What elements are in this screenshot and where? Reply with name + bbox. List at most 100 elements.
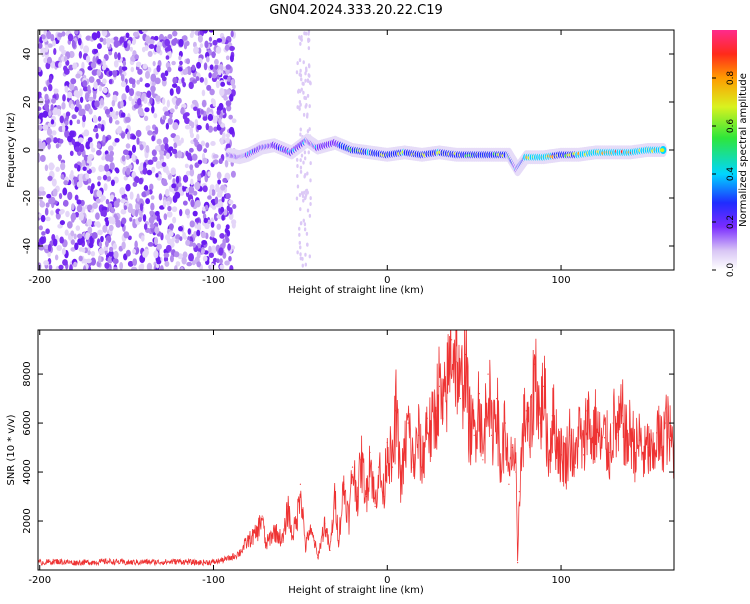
heatmap-noise-cell xyxy=(102,209,107,218)
heatmap-noise-cell xyxy=(96,190,103,198)
heatmap-noise-cell xyxy=(204,40,209,49)
snr-point xyxy=(287,505,289,507)
heatmap-noise-cell xyxy=(176,139,182,147)
heatmap-noise-cell xyxy=(88,242,94,249)
heatmap-noise-cell xyxy=(195,76,200,82)
heatmap-noise-cell xyxy=(191,64,196,71)
heatmap-noise-cell xyxy=(102,58,106,66)
heatmap-noise-cell xyxy=(125,32,130,39)
snr-point xyxy=(464,353,467,356)
heatmap-noise-cell xyxy=(194,199,201,208)
heatmap-noise-cell xyxy=(142,250,148,258)
heatmap-noise-cell xyxy=(60,162,66,171)
heatmap-noise-cell xyxy=(299,169,303,174)
heatmap-noise-cell xyxy=(117,52,121,61)
heatmap-noise-cell xyxy=(194,218,200,223)
heatmap-noise-cell xyxy=(54,254,59,261)
heatmap-noise-cell xyxy=(174,238,180,244)
heatmap-noise-cell xyxy=(298,192,302,197)
heatmap-noise-cell xyxy=(78,110,85,117)
heatmap-noise-cell xyxy=(119,262,124,270)
heatmap-noise-cell xyxy=(152,156,158,162)
snr-point xyxy=(404,451,406,454)
heatmap-noise-cell xyxy=(211,51,216,59)
heatmap-noise-cell xyxy=(175,261,181,267)
heatmap-noise-cell xyxy=(175,175,180,184)
snr-point xyxy=(529,446,531,449)
heatmap-noise-cell xyxy=(129,46,133,52)
heatmap-noise-cell xyxy=(138,165,144,172)
heatmap-noise-cell xyxy=(171,97,177,104)
heatmap-noise-cell xyxy=(159,149,165,156)
heatmap-noise-cell xyxy=(96,58,102,65)
heatmap-noise-cell xyxy=(219,258,223,265)
heatmap-noise-cell xyxy=(302,160,305,165)
heatmap-noise-cell xyxy=(296,174,299,179)
snr-point xyxy=(407,422,409,424)
heatmap-noise-cell xyxy=(121,66,128,71)
heatmap-noise-cell xyxy=(132,218,137,226)
heatmap-noise-cell xyxy=(228,114,233,120)
heatmap-noise-cell xyxy=(309,161,312,166)
heatmap-noise-cell xyxy=(58,154,62,162)
heatmap-noise-cell xyxy=(45,202,50,208)
snr-point xyxy=(442,417,444,419)
heatmap-noise-cell xyxy=(91,99,96,109)
snr-point xyxy=(569,434,571,436)
heatmap-noise-cell xyxy=(172,216,177,224)
heatmap-noise-cell xyxy=(131,78,136,85)
heatmap-noise-cell xyxy=(96,149,102,156)
heatmap-noise-cell xyxy=(58,62,62,69)
heatmap-noise-cell xyxy=(196,261,202,268)
heatmap-noise-cell xyxy=(51,178,57,187)
heatmap-noise-cell xyxy=(57,224,63,229)
heatmap-noise-cell xyxy=(178,55,182,61)
heatmap-noise-cell xyxy=(129,191,134,200)
heatmap-noise-cell xyxy=(134,54,139,60)
snr-point xyxy=(256,532,258,534)
heatmap-noise-cell xyxy=(230,170,236,178)
heatmap-noise-cell xyxy=(75,73,81,79)
heatmap-noise-cell xyxy=(175,85,181,95)
snr-point xyxy=(515,471,517,473)
heatmap-noise-cell xyxy=(118,65,123,74)
heatmap-noise-cell xyxy=(125,143,131,149)
heatmap-noise-cell xyxy=(184,67,189,75)
heatmap-noise-cell xyxy=(90,250,96,257)
heatmap-noise-cell xyxy=(202,30,208,34)
snr-point xyxy=(386,442,388,444)
heatmap-noise-cell xyxy=(115,168,120,174)
colorbar-label: Normalized spectral amplitude xyxy=(738,73,749,227)
heatmap-noise-cell xyxy=(212,159,219,165)
heatmap-noise-cell xyxy=(302,218,305,223)
heatmap-noise-cell xyxy=(111,216,116,225)
snr-point xyxy=(560,454,562,456)
heatmap-noise-cell xyxy=(151,105,155,114)
heatmap-noise-cell xyxy=(161,76,167,82)
heatmap-noise-cell xyxy=(97,175,102,181)
heatmap-noise-cell xyxy=(97,115,102,122)
heatmap-noise-cell xyxy=(199,77,204,83)
x-tick-label: 0 xyxy=(384,275,390,286)
heatmap-noise-cell xyxy=(41,141,46,150)
heatmap-noise-cell xyxy=(47,43,53,48)
snr-point xyxy=(178,560,180,563)
heatmap-noise-cell xyxy=(212,257,218,263)
heatmap-noise-cell xyxy=(59,236,64,244)
heatmap-noise-cell xyxy=(299,132,302,137)
snr-point xyxy=(577,427,580,429)
heatmap-noise-cell xyxy=(97,255,102,263)
snr-point xyxy=(348,520,350,522)
snr-point xyxy=(617,434,619,436)
snr-point xyxy=(450,339,453,341)
heatmap-noise-cell xyxy=(207,219,212,225)
x-tick-label: -100 xyxy=(202,575,225,586)
heatmap-noise-cell xyxy=(123,40,128,49)
heatmap-noise-cell xyxy=(99,37,104,43)
heatmap-noise-cell xyxy=(189,220,195,228)
heatmap-noise-cell xyxy=(190,199,195,208)
heatmap-noise-cell xyxy=(222,107,227,114)
heatmap-noise-cell xyxy=(101,30,108,37)
heatmap-noise-cell xyxy=(70,170,74,177)
